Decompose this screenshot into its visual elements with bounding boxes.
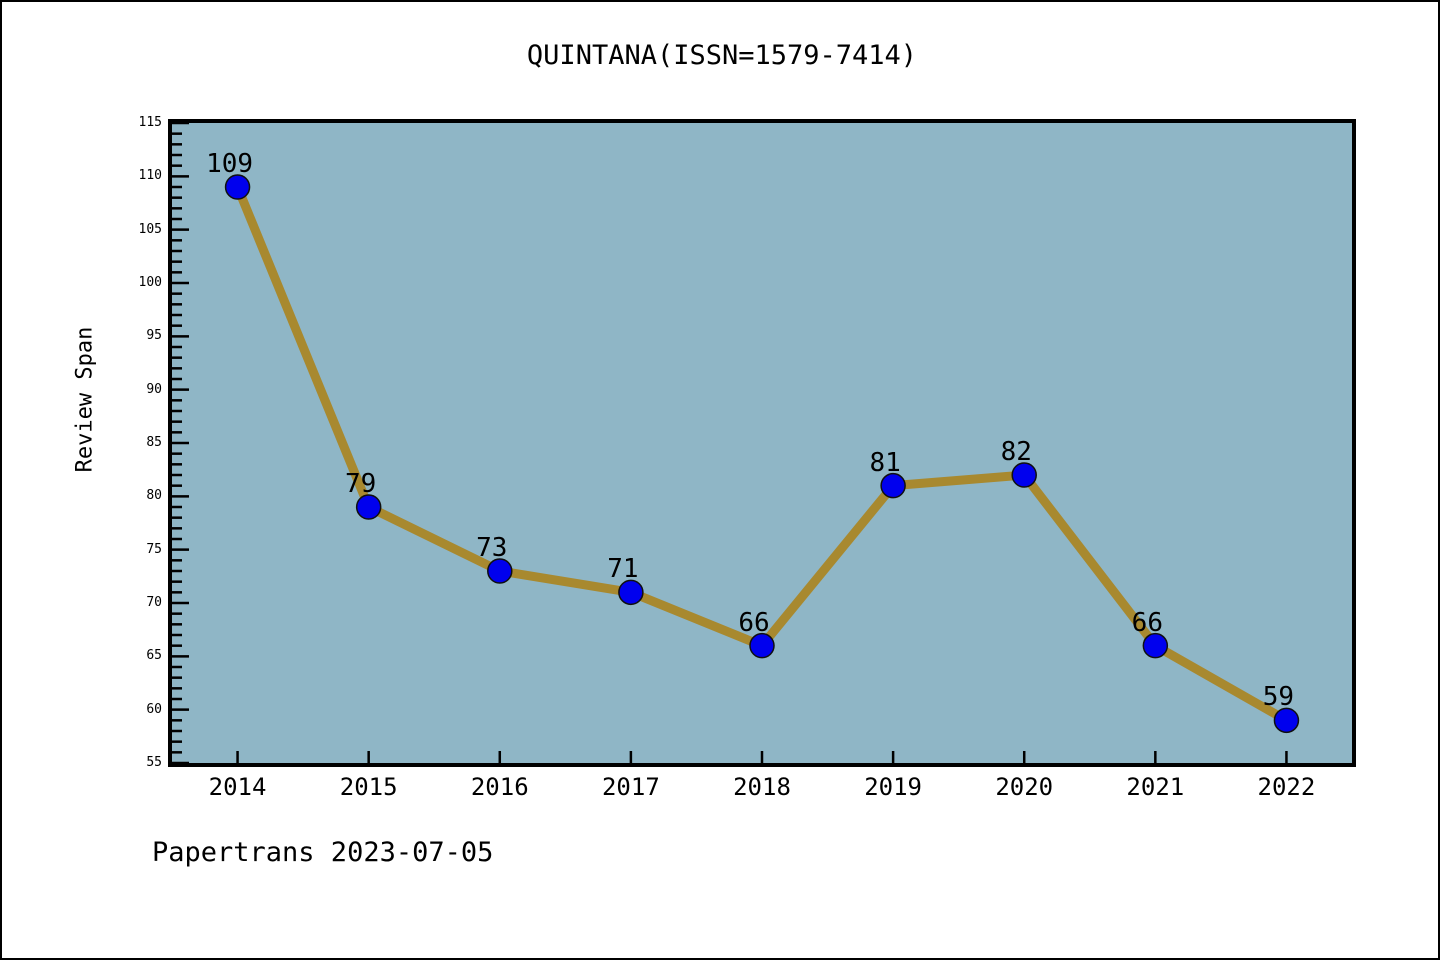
data-point-value-label: 59 (1262, 682, 1295, 713)
x-tick-label: 2020 (995, 773, 1054, 801)
y-tick-label: 70 (146, 595, 162, 610)
y-tick-label: 110 (138, 168, 162, 184)
data-point-value-label: 71 (607, 554, 639, 585)
x-tick-label: 2016 (470, 773, 529, 801)
x-tick-label: 2018 (733, 773, 791, 801)
plot-area (168, 119, 1356, 767)
y-tick-label: 60 (146, 701, 162, 717)
x-tick-label: 2015 (339, 773, 398, 801)
data-point-marker (618, 579, 644, 606)
x-tick-label: 2014 (208, 773, 267, 801)
y-tick-label: 80 (146, 488, 162, 504)
data-point-value-label: 66 (738, 607, 770, 638)
footer-caption: Papertrans 2023-07-05 (152, 837, 494, 868)
axis-ticks (172, 123, 1288, 763)
data-point-value-label: 73 (476, 533, 508, 563)
data-point-value-label: 82 (1000, 437, 1032, 467)
y-tick-label: 65 (146, 648, 162, 664)
y-tick-label: 90 (146, 381, 162, 397)
data-point-marker (224, 174, 251, 200)
data-point-marker (749, 632, 775, 659)
data-point-value-label: 81 (869, 447, 901, 478)
y-tick-label: 100 (138, 275, 162, 290)
data-point-value-label: 109 (206, 149, 254, 179)
y-axis-label: Review Span (72, 326, 98, 473)
data-point-marker (1273, 707, 1300, 734)
x-tick-label: 2022 (1257, 773, 1316, 801)
plot-svg (172, 123, 1300, 763)
x-tick-label: 2017 (601, 773, 660, 801)
x-tick-label: 2019 (864, 773, 922, 801)
x-tick-label: 2021 (1126, 773, 1185, 801)
chart-title: QUINTANA(ISSN=1579-7414) (526, 40, 918, 71)
data-point-marker (487, 558, 513, 584)
data-point-value-label: 66 (1131, 607, 1163, 638)
data-point-marker (1142, 632, 1169, 659)
data-point-marker (880, 472, 906, 499)
y-tick-label: 95 (146, 328, 162, 344)
y-tick-label: 55 (146, 755, 162, 770)
y-tick-label: 105 (138, 221, 162, 237)
y-tick-label: 115 (138, 115, 162, 130)
data-point-marker (1011, 462, 1037, 488)
y-tick-label: 85 (146, 435, 162, 450)
y-tick-label: 75 (146, 541, 162, 557)
data-point-value-label: 79 (345, 469, 377, 499)
data-point-marker (355, 494, 382, 520)
